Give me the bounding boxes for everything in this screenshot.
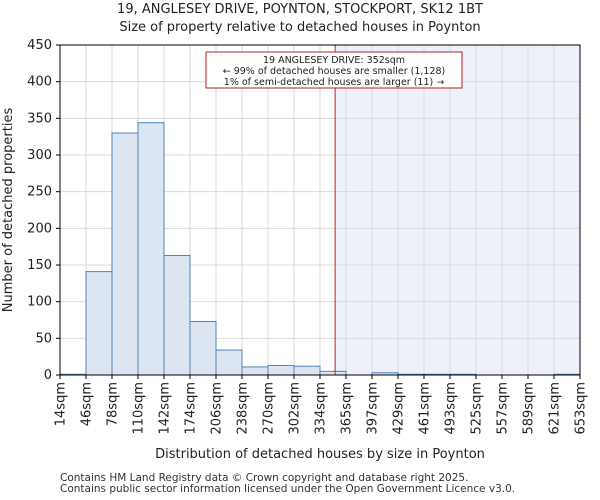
y-tick-label: 100 (27, 295, 52, 310)
bar (319, 370, 347, 376)
x-tick-label: 46sqm (80, 382, 95, 426)
footer-line-1: Contains HM Land Registry data © Crown c… (60, 472, 469, 484)
bar (85, 271, 113, 376)
x-tick-label: 397sqm (366, 382, 381, 435)
annotation-line-2: ← 99% of detached houses are smaller (1,… (223, 66, 446, 77)
bar (163, 254, 191, 376)
x-tick-label: 238sqm (236, 382, 251, 435)
y-tick-label: 200 (27, 221, 52, 236)
x-axis-label: Distribution of detached houses by size … (155, 447, 485, 462)
larger-property-region (335, 45, 580, 375)
bar (111, 132, 139, 376)
y-tick-label: 400 (27, 75, 52, 90)
x-tick-label: 653sqm (574, 382, 589, 435)
x-tick-label: 302sqm (288, 382, 303, 435)
x-tick-label: 78sqm (106, 382, 121, 426)
y-tick-label: 50 (35, 331, 52, 346)
x-tick-label: 14sqm (54, 382, 69, 426)
x-tick-label: 365sqm (340, 382, 355, 435)
footer-line-2: Contains public sector information licen… (60, 483, 516, 495)
x-tick-label: 525sqm (470, 382, 485, 435)
chart-title: 19, ANGLESEY DRIVE, POYNTON, STOCKPORT, … (117, 2, 483, 17)
x-tick-label: 334sqm (314, 382, 329, 435)
bar (293, 365, 321, 376)
x-tick-label: 557sqm (496, 382, 511, 435)
y-tick-label: 250 (27, 185, 52, 200)
annotation-line-1: 19 ANGLESEY DRIVE: 352sqm (263, 55, 405, 66)
x-tick-label: 142sqm (158, 382, 173, 435)
x-tick-label: 461sqm (418, 382, 433, 435)
y-tick-label: 450 (27, 38, 52, 53)
x-tick-label: 206sqm (210, 382, 225, 435)
x-tick-label: 270sqm (262, 382, 277, 435)
annotation-line-3: 1% of semi-detached houses are larger (1… (224, 77, 444, 88)
y-tick-label: 300 (27, 148, 52, 163)
x-tick-label: 429sqm (392, 382, 407, 435)
bar (215, 349, 243, 376)
bars (59, 122, 581, 376)
y-axis-label: Number of detached properties (1, 108, 16, 313)
x-tick-label: 174sqm (184, 382, 199, 435)
x-axis-ticks: 14sqm 46sqm 78sqm 110sqm 142sqm 174sqm 206sqm 2… (54, 375, 589, 435)
y-tick-label: 150 (27, 258, 52, 273)
x-tick-label: 621sqm (548, 382, 563, 435)
bar (241, 366, 269, 376)
annotation-border (205, 51, 463, 89)
chart-subtitle: Size of property relative to detached ho… (119, 20, 481, 35)
x-tick-label: 589sqm (522, 382, 537, 435)
bar (267, 364, 295, 376)
bar (189, 320, 217, 376)
y-tick-label: 350 (27, 111, 52, 126)
x-tick-label: 110sqm (132, 382, 147, 435)
bar (137, 122, 165, 376)
y-tick-label: 0 (44, 368, 52, 383)
annotation-box: 19 ANGLESEY DRIVE: 352sqm ← 99% of detac… (205, 51, 463, 89)
x-tick-label: 493sqm (444, 382, 459, 435)
y-axis-ticks: 0 50 100 150 200 250 300 350 400 450 (27, 38, 60, 383)
